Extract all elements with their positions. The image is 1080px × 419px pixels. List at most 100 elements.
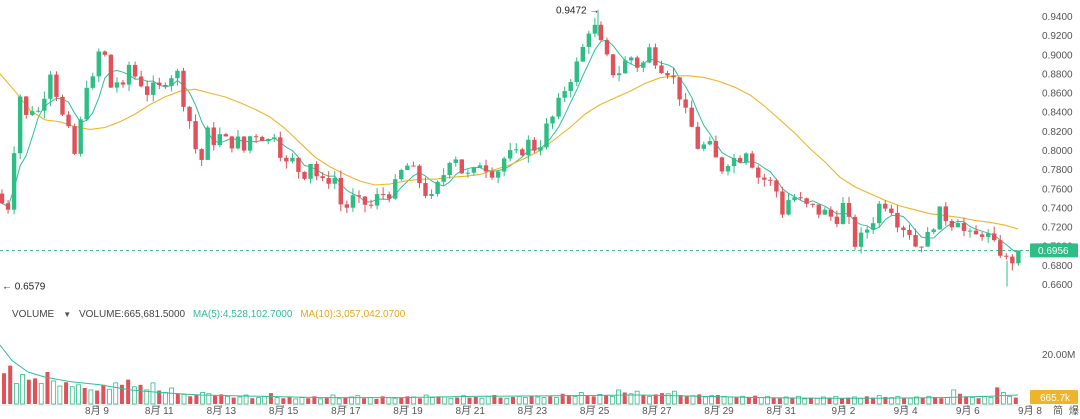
candle-body [138,76,144,87]
y-tick-label: 0.9200 [1042,31,1073,42]
volume-bar [460,395,466,405]
candle-body [429,193,434,196]
candle-body [459,159,464,174]
candle-body [102,51,108,55]
volume-bar [647,395,652,405]
volume-bar [802,398,808,405]
candle-body [508,150,513,159]
candle-body [786,200,791,215]
volume-bar [405,396,410,404]
volume-bar [88,389,94,405]
candle-body [925,231,930,247]
volume-bar [411,396,417,405]
candle-body [985,233,991,237]
volume-bar [659,393,664,404]
volume-bar [399,397,404,404]
y-tick-label: 0.7200 [1042,223,1073,234]
volume-ma10: MA(10):3,057,042.0700 [300,309,406,320]
volume-bar [362,398,367,404]
volume-bar [765,395,770,405]
candle-body [840,202,846,224]
candle-body [157,82,162,85]
x-extra-label[interactable]: 简 [1053,404,1063,417]
volume-bar [833,395,839,405]
candle-body [943,206,948,222]
candle-body [544,123,549,148]
volume-bar [604,395,609,404]
volume-bar [727,396,733,405]
volume-bar [107,388,112,405]
chevron-down-icon[interactable]: ▼ [63,310,72,319]
candle-body [598,24,604,41]
candle-body [48,74,53,99]
candle-body [471,167,477,173]
candle-body [350,195,356,208]
candle-body [846,202,852,217]
last-volume-badge [1030,390,1078,404]
high-price-annotation: 0.9472 → [556,6,599,17]
candle-body [798,197,803,199]
candle-body [181,70,186,107]
candle-body [387,194,392,199]
volume-indicator-label[interactable]: VOLUME [12,309,55,320]
candle-body [768,179,773,181]
candle-body [701,144,706,149]
volume-bar [281,398,286,404]
time-axis[interactable]: 8月 9 8月 11 8月 13 8月 15 8月 17 8月 19 8月 21 8月 23 8… [85,404,1079,417]
volume-bar [697,394,702,404]
volume-bar [200,392,206,405]
candle-body [489,171,495,178]
candle-body [296,157,301,172]
y-tick-label: 0.6800 [1042,261,1073,272]
volume-bar [566,395,571,404]
candle-body [568,82,573,92]
volume-bar [26,379,31,404]
volume-bar [753,395,758,404]
volume-bar [529,395,534,404]
x-extra-label[interactable]: 爆 [1069,405,1079,417]
candle-body [967,230,973,232]
candle-body [308,164,313,179]
volume-bar [374,398,379,404]
candle-body [235,136,241,149]
candle-body [217,134,222,146]
candle-body [653,47,658,66]
candle-body [423,183,428,196]
candle-body [259,136,265,142]
volume-bar [64,382,69,404]
volume-bar [746,396,751,404]
candle-body [610,54,616,76]
y-tick-label: 0.9400 [1042,12,1073,23]
candle-body [683,99,688,108]
candle-body [326,178,331,184]
x-tick-label: 8月 17 [331,405,361,417]
volume-bar [392,397,398,405]
volume-bar [14,383,19,405]
candle-body [501,158,507,172]
candle-body [834,216,840,224]
x-tick-label: 9月 6 [956,405,980,417]
volume-bar [485,395,491,405]
volume-bar [243,394,249,405]
x-tick-label: 8月 11 [145,405,174,417]
y-tick-label: 0.7800 [1042,165,1073,176]
volume-bar [76,384,81,405]
candle-body [417,165,422,184]
candle-body [514,149,519,151]
candle-body [320,176,325,179]
volume-bar [467,397,472,404]
volume-bar [628,393,634,405]
x-tick-label: 8月 23 [518,405,548,417]
candle-body [556,97,561,117]
volume-bar [20,374,26,405]
volume-bar [119,384,124,404]
candle-body [175,70,180,79]
volume-bar [572,395,578,405]
candle-body [84,87,89,120]
candle-body [278,137,283,158]
volume-bar [57,385,63,405]
candle-body [205,127,210,160]
candle-body [108,54,114,88]
volume-bar [511,396,515,404]
